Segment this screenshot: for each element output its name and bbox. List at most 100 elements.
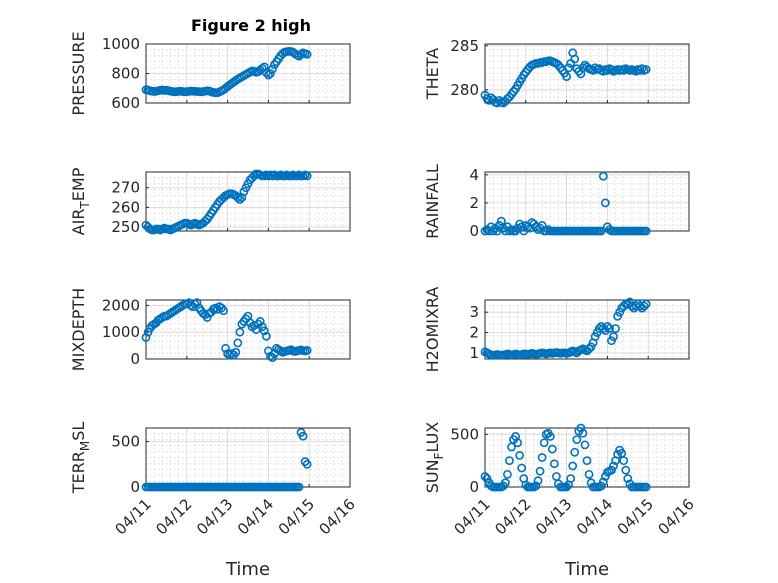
data-point xyxy=(607,65,616,74)
data-point xyxy=(219,306,228,316)
data-point xyxy=(576,423,586,433)
axes-frame xyxy=(145,171,351,232)
data-point xyxy=(296,49,306,59)
y-tick-label: 4 xyxy=(469,166,479,184)
data-point xyxy=(619,66,629,75)
data-point xyxy=(641,226,651,236)
y-tick-label: 0 xyxy=(469,222,479,240)
data-point xyxy=(568,461,578,471)
data-point xyxy=(231,347,241,357)
data-point xyxy=(235,195,245,204)
data-point xyxy=(562,482,571,492)
data-point xyxy=(482,474,492,483)
data-point xyxy=(221,343,230,353)
y-tick-label: 2000 xyxy=(102,296,140,314)
data-point xyxy=(623,474,633,483)
data-point xyxy=(570,54,580,64)
data-point xyxy=(486,222,496,232)
y-tick-label: 260 xyxy=(111,198,140,216)
data-point xyxy=(609,461,618,471)
y-tick-label: 250 xyxy=(111,218,140,236)
data-point xyxy=(539,438,549,448)
data-point xyxy=(600,198,610,208)
data-point xyxy=(531,481,541,491)
y-tick-label: 280 xyxy=(450,81,479,99)
data-point xyxy=(545,432,555,441)
y-tick-label: 0 xyxy=(130,350,140,368)
y-tick-label: 0 xyxy=(130,478,140,496)
y-axis-label-main: H2OMIXRA xyxy=(423,287,442,373)
data-point xyxy=(503,469,512,479)
data-series xyxy=(480,171,651,236)
y-tick-label: 1 xyxy=(469,344,479,362)
data-point xyxy=(261,68,271,78)
y-axis-label: MIXDEPTH xyxy=(69,288,88,371)
y-tick-label: 500 xyxy=(111,433,140,451)
data-point xyxy=(259,326,269,336)
data-point xyxy=(505,456,514,466)
y-axis-label-subscript: T xyxy=(78,201,92,210)
y-tick-label: 1000 xyxy=(102,323,140,341)
data-point xyxy=(298,431,308,441)
y-axis-label-subscript: F xyxy=(432,452,446,459)
y-axis-label-main: AIR xyxy=(69,209,88,236)
data-point xyxy=(263,70,273,80)
y-axis-label-subscript: M xyxy=(78,441,92,451)
data-point xyxy=(235,327,245,337)
data-point xyxy=(578,428,588,438)
data-point xyxy=(570,447,580,457)
data-point xyxy=(641,299,651,309)
axes-frame xyxy=(484,43,690,104)
data-point xyxy=(641,482,651,492)
data-point xyxy=(515,450,525,460)
y-tick-label: 600 xyxy=(111,94,140,112)
data-point xyxy=(302,171,312,181)
y-axis-label: H2OMIXRA xyxy=(423,287,442,373)
y-tick-label: 0 xyxy=(469,478,479,496)
data-series xyxy=(480,297,651,360)
y-axis-label-main: RAINFALL xyxy=(423,164,442,239)
y-tick-label: 1000 xyxy=(102,35,140,53)
data-point xyxy=(596,481,606,491)
y-axis-label-main: THETA xyxy=(423,48,442,100)
y-axis-label: THETA xyxy=(423,48,442,100)
data-series xyxy=(141,298,312,363)
axes-frame xyxy=(484,427,690,488)
data-point xyxy=(537,220,547,230)
y-tick-label: 2 xyxy=(469,324,479,342)
data-point xyxy=(482,94,492,103)
data-point xyxy=(566,474,576,483)
data-point xyxy=(302,459,312,469)
y-tick-label: 270 xyxy=(111,179,140,197)
data-point xyxy=(500,478,510,488)
data-point xyxy=(517,222,527,232)
data-series xyxy=(480,423,651,492)
data-point xyxy=(584,469,594,479)
y-axis-label-tail: SL xyxy=(69,422,88,441)
data-point xyxy=(641,65,651,74)
data-point xyxy=(233,338,243,348)
y-axis-label-main: TERR xyxy=(69,451,88,494)
x-axis-label: Time xyxy=(225,559,270,580)
data-point xyxy=(513,438,523,448)
data-point xyxy=(598,477,608,487)
data-point xyxy=(582,456,592,466)
subplot-2: 280 285 THETA xyxy=(423,37,690,108)
data-point xyxy=(480,472,490,481)
data-point xyxy=(261,331,271,341)
data-point xyxy=(549,459,559,469)
data-point xyxy=(603,66,612,75)
chart-title: Figure 2 high xyxy=(191,16,311,35)
data-point xyxy=(255,317,265,326)
y-axis-label-tail: EMP xyxy=(69,167,88,201)
y-tick-label: 285 xyxy=(450,37,479,55)
y-axis-label: PRESSURE xyxy=(69,31,88,115)
data-point xyxy=(537,453,547,462)
data-point xyxy=(500,226,510,236)
y-axis-label: AIRTEMP xyxy=(69,167,92,235)
data-point xyxy=(547,444,557,454)
y-axis-label: SUNFLUX xyxy=(423,422,446,494)
data-series xyxy=(141,46,312,98)
y-axis-label-main: SUN xyxy=(423,459,442,493)
data-point xyxy=(233,193,243,202)
